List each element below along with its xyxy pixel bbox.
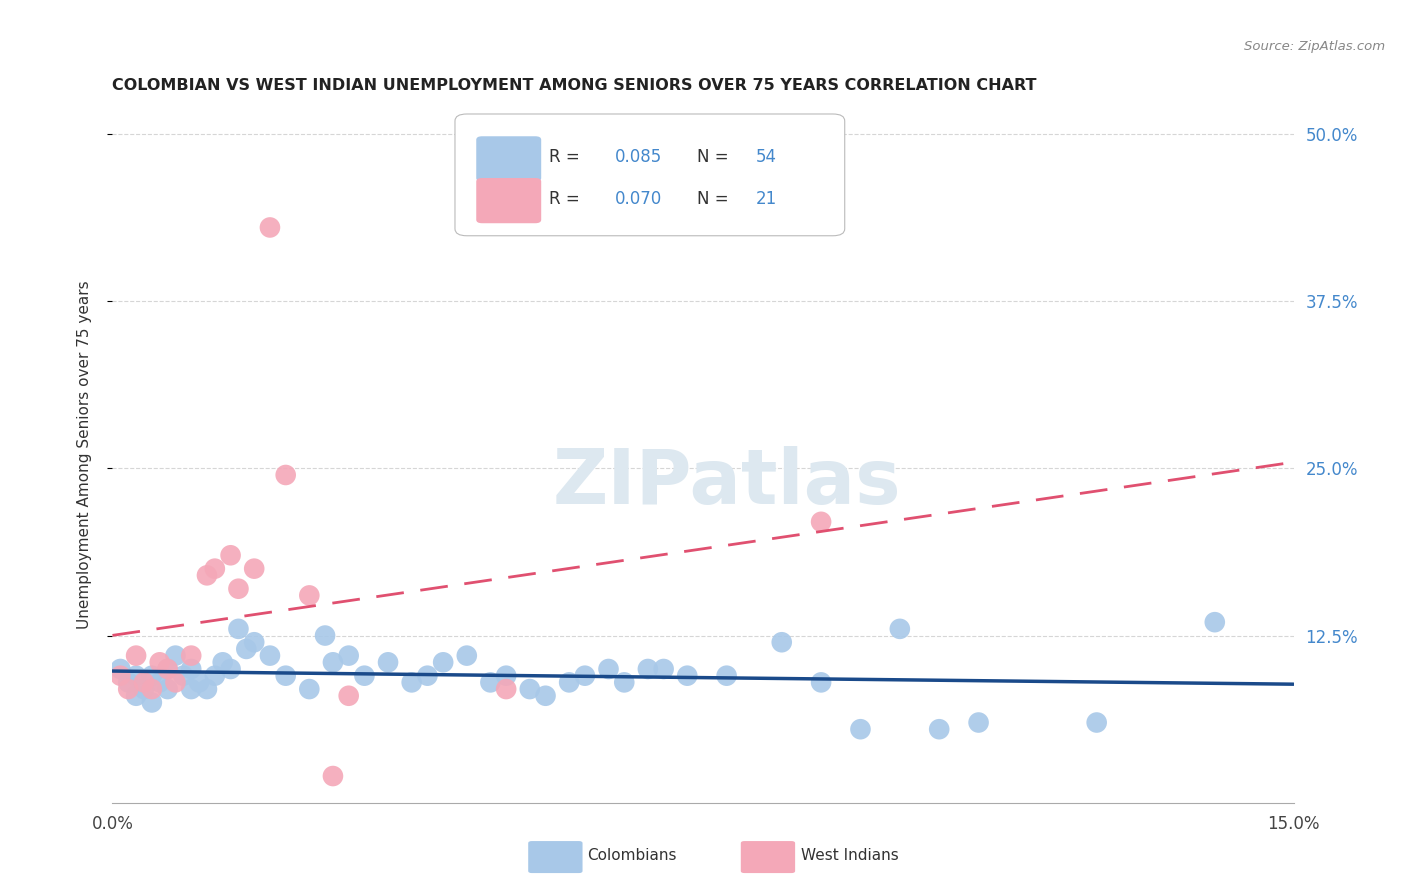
Point [156, 681, 179, 696]
Point [243, 635, 266, 649]
Point [534, 689, 557, 703]
Point [195, 681, 218, 696]
Point [1204, 615, 1226, 630]
Point [495, 681, 517, 696]
Point [180, 681, 202, 696]
Point [322, 655, 344, 669]
Point [110, 669, 132, 683]
Point [377, 655, 399, 669]
Text: 54: 54 [756, 148, 778, 166]
Point [141, 681, 163, 696]
Point [228, 582, 250, 596]
Point [274, 467, 297, 482]
Point [519, 681, 541, 696]
FancyBboxPatch shape [456, 114, 845, 235]
Point [219, 548, 242, 563]
Point [676, 669, 699, 683]
Point [243, 562, 266, 576]
Text: ZIPatlas: ZIPatlas [553, 446, 901, 520]
Text: West Indians: West Indians [801, 848, 898, 863]
Point [322, 769, 344, 783]
FancyBboxPatch shape [477, 136, 541, 181]
Point [132, 681, 155, 696]
Point [456, 648, 478, 663]
Point [172, 669, 194, 683]
Point [125, 689, 148, 703]
Point [652, 662, 675, 676]
Point [141, 696, 163, 710]
Point [204, 562, 226, 576]
Point [613, 675, 636, 690]
Text: 0.070: 0.070 [614, 190, 662, 208]
Point [849, 723, 872, 737]
Point [770, 635, 793, 649]
Point [165, 675, 187, 690]
Point [598, 662, 620, 676]
Point [889, 622, 911, 636]
Point [298, 589, 321, 603]
Point [125, 648, 148, 663]
Point [716, 669, 738, 683]
Point [188, 675, 211, 690]
Point [401, 675, 423, 690]
FancyBboxPatch shape [741, 841, 796, 873]
Point [298, 681, 321, 696]
Point [479, 675, 502, 690]
Y-axis label: Unemployment Among Seniors over 75 years: Unemployment Among Seniors over 75 years [77, 281, 91, 629]
Text: N =: N = [697, 148, 734, 166]
Point [165, 648, 187, 663]
Point [117, 681, 139, 696]
FancyBboxPatch shape [529, 841, 582, 873]
Point [125, 669, 148, 683]
Point [928, 723, 950, 737]
Text: N =: N = [697, 190, 734, 208]
Point [259, 220, 281, 235]
Point [574, 669, 596, 683]
Point [314, 628, 336, 642]
Point [353, 669, 375, 683]
Point [149, 655, 172, 669]
Text: Colombians: Colombians [588, 848, 676, 863]
Point [810, 515, 832, 529]
Point [211, 655, 233, 669]
Point [495, 669, 517, 683]
Point [337, 648, 360, 663]
Text: 0.085: 0.085 [614, 148, 662, 166]
Point [156, 662, 179, 676]
Text: R =: R = [550, 148, 585, 166]
Text: 21: 21 [756, 190, 778, 208]
Point [156, 662, 179, 676]
Point [337, 689, 360, 703]
Point [132, 675, 155, 690]
Point [219, 662, 242, 676]
Point [180, 648, 202, 663]
Point [274, 669, 297, 683]
Point [432, 655, 454, 669]
Point [558, 675, 581, 690]
Point [228, 622, 250, 636]
Point [204, 669, 226, 683]
Point [637, 662, 659, 676]
Text: Source: ZipAtlas.com: Source: ZipAtlas.com [1244, 40, 1385, 54]
Point [259, 648, 281, 663]
Point [117, 675, 139, 690]
FancyBboxPatch shape [477, 178, 541, 223]
Point [195, 568, 218, 582]
Point [180, 662, 202, 676]
Point [110, 662, 132, 676]
Point [1085, 715, 1108, 730]
Point [967, 715, 990, 730]
Text: R =: R = [550, 190, 585, 208]
Point [149, 675, 172, 690]
Point [141, 669, 163, 683]
Point [235, 642, 257, 657]
Text: COLOMBIAN VS WEST INDIAN UNEMPLOYMENT AMONG SENIORS OVER 75 YEARS CORRELATION CH: COLOMBIAN VS WEST INDIAN UNEMPLOYMENT AM… [112, 78, 1038, 94]
Point [416, 669, 439, 683]
Point [810, 675, 832, 690]
